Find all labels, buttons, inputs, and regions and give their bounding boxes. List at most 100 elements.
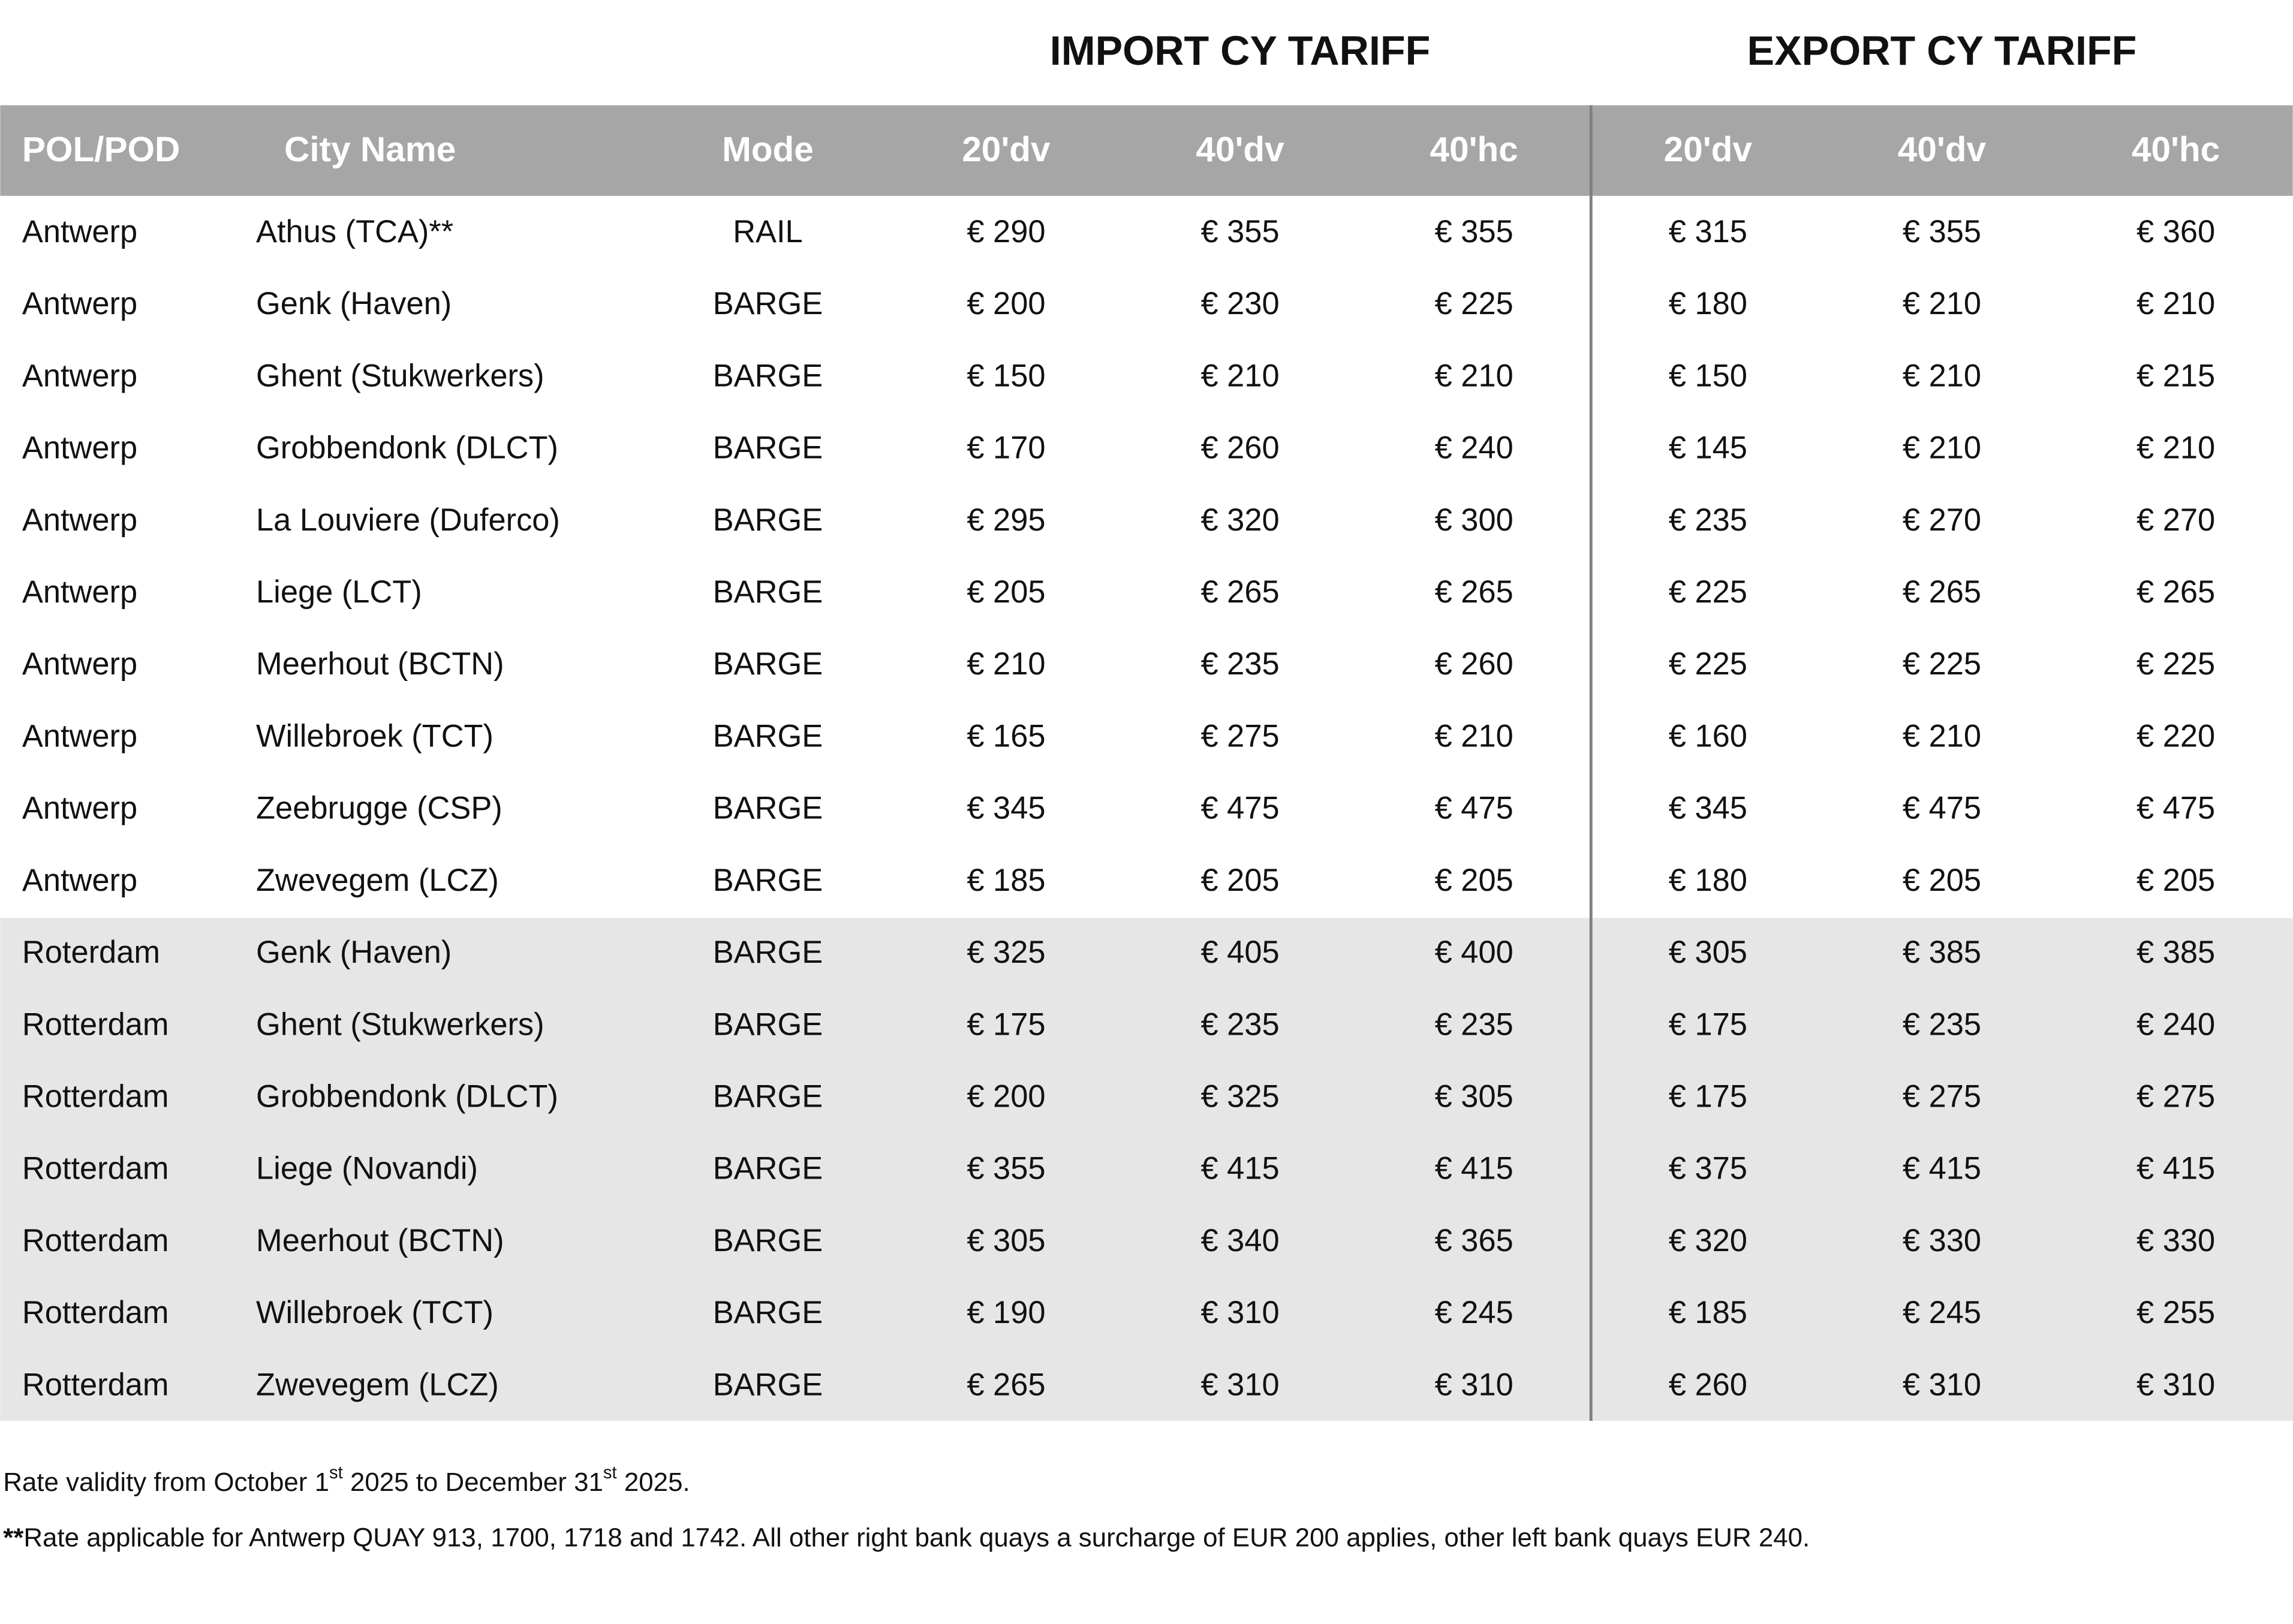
cell: € 200 — [967, 287, 1045, 321]
cell: € 415 — [1200, 1152, 1279, 1186]
column-header: 40'hc — [2132, 130, 2220, 169]
quay-note: **Rate applicable for Antwerp QUAY 913, … — [3, 1523, 1810, 1552]
cell: € 150 — [967, 358, 1045, 393]
cell: BARGE — [713, 358, 823, 393]
cell: Antwerp — [22, 575, 137, 610]
cell: € 475 — [1903, 791, 1981, 826]
cell: € 215 — [2136, 358, 2215, 393]
cell: Antwerp — [22, 719, 137, 754]
cell: € 300 — [1435, 503, 1513, 538]
cell: Rotterdam — [22, 1007, 169, 1042]
cell: Genk (Haven) — [256, 935, 452, 970]
cell: € 190 — [967, 1295, 1045, 1330]
cell: € 355 — [1903, 215, 1981, 249]
cell: € 175 — [967, 1007, 1045, 1042]
cell: Antwerp — [22, 863, 137, 898]
cell: Zeebrugge (CSP) — [256, 791, 502, 826]
column-header: City Name — [284, 130, 456, 169]
note-part: Rate applicable for Antwerp QUAY 913, 17… — [23, 1523, 1810, 1552]
cell: Zwevegem (LCZ) — [256, 1367, 499, 1402]
cell: Antwerp — [22, 431, 137, 466]
cell: € 210 — [967, 647, 1045, 682]
cell: € 235 — [1669, 503, 1747, 538]
cell: BARGE — [713, 1224, 823, 1258]
cell: € 225 — [1903, 647, 1981, 682]
cell: € 210 — [1903, 358, 1981, 393]
cell: € 235 — [1435, 1007, 1513, 1042]
cell: Antwerp — [22, 503, 137, 538]
cell: BARGE — [713, 647, 823, 682]
cell: € 210 — [1903, 287, 1981, 321]
cell: Ghent (Stukwerkers) — [256, 358, 544, 393]
cell: € 320 — [1200, 503, 1279, 538]
cell: € 345 — [967, 791, 1045, 826]
cell: € 325 — [1200, 1080, 1279, 1114]
cell: € 320 — [1669, 1224, 1747, 1258]
cell: € 305 — [1669, 935, 1747, 970]
cell: € 265 — [1903, 575, 1981, 610]
cell: € 260 — [1669, 1367, 1747, 1402]
cell: € 385 — [2136, 935, 2215, 970]
cell: Antwerp — [22, 215, 137, 249]
cell: Meerhout (BCTN) — [256, 1224, 504, 1258]
cell: € 265 — [1200, 575, 1279, 610]
cell: € 260 — [1200, 431, 1279, 466]
cell: Grobbendonk (DLCT) — [256, 431, 558, 466]
cell: € 355 — [1435, 215, 1513, 249]
cell: € 210 — [1200, 358, 1279, 393]
cell: BARGE — [713, 503, 823, 538]
cell: € 230 — [1200, 287, 1279, 321]
cell: € 475 — [1200, 791, 1279, 826]
cell: RAIL — [733, 215, 803, 249]
cell: € 415 — [1435, 1152, 1513, 1186]
cell: € 225 — [1669, 575, 1747, 610]
cell: Roterdam — [22, 935, 160, 970]
cell: € 475 — [1435, 791, 1513, 826]
cell: € 275 — [1903, 1080, 1981, 1114]
cell: € 265 — [1435, 575, 1513, 610]
cell: € 170 — [967, 431, 1045, 466]
cell: € 210 — [2136, 431, 2215, 466]
cell: Rotterdam — [22, 1295, 169, 1330]
cell: BARGE — [713, 863, 823, 898]
cell: € 255 — [2136, 1295, 2215, 1330]
cell: € 240 — [2136, 1007, 2215, 1042]
rotterdam-band — [0, 918, 2293, 1421]
cell: € 205 — [1435, 863, 1513, 898]
cell: € 310 — [1200, 1367, 1279, 1402]
cell: € 225 — [1669, 647, 1747, 682]
cell: BARGE — [713, 1295, 823, 1330]
cell: € 150 — [1669, 358, 1747, 393]
cell: Meerhout (BCTN) — [256, 647, 504, 682]
cell: € 225 — [2136, 647, 2215, 682]
cell: € 310 — [2136, 1367, 2215, 1402]
cell: BARGE — [713, 935, 823, 970]
cell: € 220 — [2136, 719, 2215, 754]
cell: € 225 — [1435, 287, 1513, 321]
cell: € 245 — [1435, 1295, 1513, 1330]
cell: Rotterdam — [22, 1224, 169, 1258]
cell: € 375 — [1669, 1152, 1747, 1186]
cell: € 270 — [2136, 503, 2215, 538]
cell: Antwerp — [22, 358, 137, 393]
cell: € 205 — [967, 575, 1045, 610]
cell: Antwerp — [22, 647, 137, 682]
cell: € 340 — [1200, 1224, 1279, 1258]
cell: € 175 — [1669, 1080, 1747, 1114]
column-header: Mode — [722, 130, 814, 169]
cell: Rotterdam — [22, 1080, 169, 1114]
cell: BARGE — [713, 1152, 823, 1186]
cell: € 235 — [1200, 647, 1279, 682]
cell: € 330 — [2136, 1224, 2215, 1258]
cell: Rotterdam — [22, 1152, 169, 1186]
cell: € 260 — [1435, 647, 1513, 682]
cell: € 475 — [2136, 791, 2215, 826]
column-header: 40'dv — [1196, 130, 1284, 169]
note-stars: ** — [3, 1523, 24, 1552]
cell: € 310 — [1435, 1367, 1513, 1402]
cell: BARGE — [713, 1080, 823, 1114]
cell: € 275 — [2136, 1080, 2215, 1114]
cell: BARGE — [713, 1367, 823, 1402]
cell: Liege (LCT) — [256, 575, 422, 610]
cell: € 310 — [1903, 1367, 1981, 1402]
